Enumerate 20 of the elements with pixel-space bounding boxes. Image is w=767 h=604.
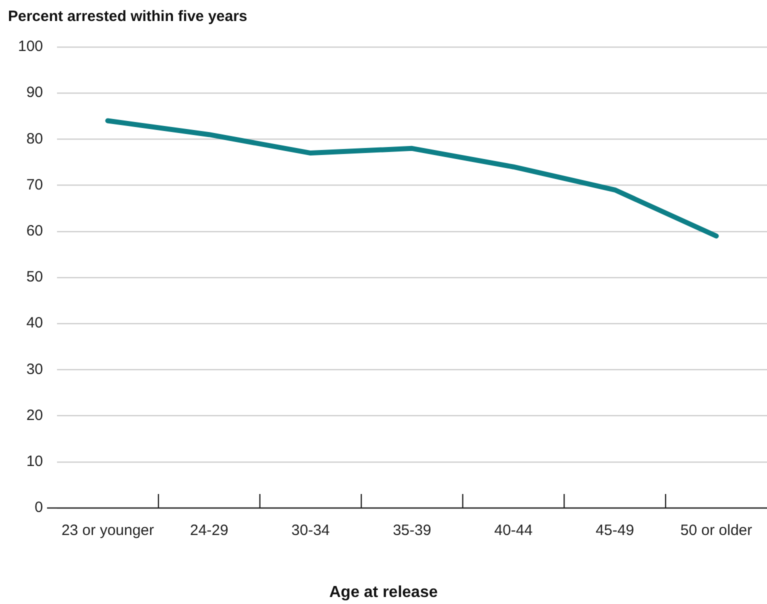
x-tick-label: 35-39 — [392, 522, 432, 540]
y-tick-label: 70 — [26, 176, 44, 194]
y-axis-title: Percent arrested within five years — [8, 8, 248, 25]
y-tick-label: 50 — [26, 268, 44, 286]
y-tick-label: 0 — [34, 499, 44, 516]
x-tick-label: 45-49 — [596, 522, 634, 540]
x-axis-title: Age at release — [328, 584, 439, 602]
x-tick-label: 23 or younger — [61, 522, 154, 540]
y-tick-label: 80 — [26, 130, 44, 148]
y-tick-label: 30 — [26, 360, 44, 378]
x-tick-label: 40-44 — [494, 522, 533, 540]
y-tick-label: 90 — [26, 84, 44, 102]
y-tick-label: 60 — [26, 222, 44, 240]
y-tick-label: 40 — [26, 314, 44, 332]
y-tick-label: 10 — [26, 453, 44, 470]
x-tick-label: 50 or older — [680, 522, 752, 540]
y-tick-label: 100 — [18, 38, 44, 56]
y-tick-label: 20 — [26, 406, 44, 424]
x-tick-label: 24-29 — [190, 522, 228, 540]
x-tick-label: 30-34 — [291, 522, 330, 540]
